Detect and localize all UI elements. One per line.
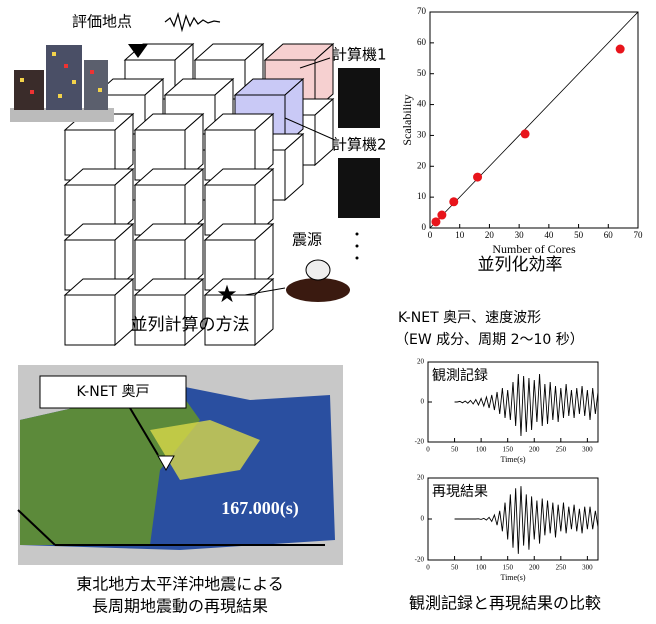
page: ★ 評価地点 計算機1 計算機2 震源 並列計算の方法 K-NET 奥戸 167… xyxy=(0,0,656,624)
computer-label: 計算機1 xyxy=(332,46,387,64)
x-tick-label: 150 xyxy=(502,446,513,454)
y-tick-label: 0 xyxy=(421,515,425,523)
annotation: 観測記録 xyxy=(432,367,488,384)
y-tick-label: 20 xyxy=(417,160,427,170)
station-label: K-NET 奥戸 xyxy=(76,383,149,400)
x-tick-label: 50 xyxy=(574,230,584,240)
ellipsis xyxy=(356,233,359,260)
x-tick-label: 30 xyxy=(515,230,525,240)
x-tick-label: 150 xyxy=(502,564,513,572)
source-figure xyxy=(286,278,350,302)
caption: 長周期地震動の再現結果 xyxy=(92,597,268,616)
y-tick-label: 30 xyxy=(417,129,427,139)
x-tick-label: 60 xyxy=(604,230,614,240)
y-tick-label: -20 xyxy=(415,438,425,446)
point xyxy=(473,173,482,182)
x-tick-label: 100 xyxy=(476,446,487,454)
source-label: 震源 xyxy=(292,231,322,249)
point xyxy=(431,217,440,226)
cube-front xyxy=(65,295,115,345)
x-tick-label: 300 xyxy=(582,446,593,454)
y-tick-label: 50 xyxy=(417,68,427,78)
caption: 観測記録と再現結果の比較 xyxy=(409,594,601,613)
buildings xyxy=(10,45,114,122)
x-tick-label: 20 xyxy=(485,230,495,240)
site-label: 評価地点 xyxy=(72,13,132,31)
y-axis-label: Scalability xyxy=(400,94,414,145)
x-tick-label: 40 xyxy=(544,230,554,240)
y-tick-label: 20 xyxy=(417,358,425,366)
x-tick-label: 50 xyxy=(451,564,459,572)
computer-icon xyxy=(338,68,380,128)
x-tick-label: 0 xyxy=(426,564,430,572)
source-figure xyxy=(306,260,330,280)
caption: 東北地方太平洋沖地震による xyxy=(76,575,284,594)
y-tick-label: 0 xyxy=(421,398,425,406)
x-tick-label: 70 xyxy=(634,230,644,240)
x-tick-label: 0 xyxy=(428,230,433,240)
chart-caption: 並列化効率 xyxy=(478,255,563,275)
x-tick-label: 200 xyxy=(529,446,540,454)
y-tick-label: 20 xyxy=(417,474,425,482)
x-axis-label: Number of Cores xyxy=(492,242,576,256)
computer-label: 計算機2 xyxy=(332,136,387,154)
annotation: 再現結果 xyxy=(432,484,488,500)
y-tick-label: 40 xyxy=(417,99,427,109)
x-tick-label: 50 xyxy=(451,446,459,454)
caption: 並列計算の方法 xyxy=(131,315,250,335)
x-tick-label: 250 xyxy=(556,564,567,572)
computer-icon xyxy=(338,158,380,218)
chart-title: K-NET 奥戸、速度波形 xyxy=(398,309,541,326)
x-axis-label: Time(s) xyxy=(500,573,525,582)
source-star: ★ xyxy=(216,280,238,308)
x-tick-label: 250 xyxy=(556,446,567,454)
x-tick-label: 0 xyxy=(426,446,430,454)
site-waveform xyxy=(165,14,220,30)
x-tick-label: 100 xyxy=(476,564,487,572)
reference-line xyxy=(430,12,638,228)
chart-subtitle: （EW 成分、周期 2〜10 秒） xyxy=(395,332,584,348)
y-tick-label: 0 xyxy=(422,222,427,232)
y-tick-label: 60 xyxy=(417,37,427,47)
x-axis-label: Time(s) xyxy=(500,455,525,464)
y-tick-label: -20 xyxy=(415,556,425,564)
point xyxy=(521,129,530,138)
x-tick-label: 300 xyxy=(582,564,593,572)
point xyxy=(449,197,458,206)
point xyxy=(616,45,625,54)
x-tick-label: 200 xyxy=(529,564,540,572)
y-tick-label: 10 xyxy=(417,191,427,201)
time-label: 167.000(s) xyxy=(221,498,299,519)
y-tick-label: 70 xyxy=(417,6,427,16)
point xyxy=(437,211,446,220)
x-tick-label: 10 xyxy=(455,230,465,240)
